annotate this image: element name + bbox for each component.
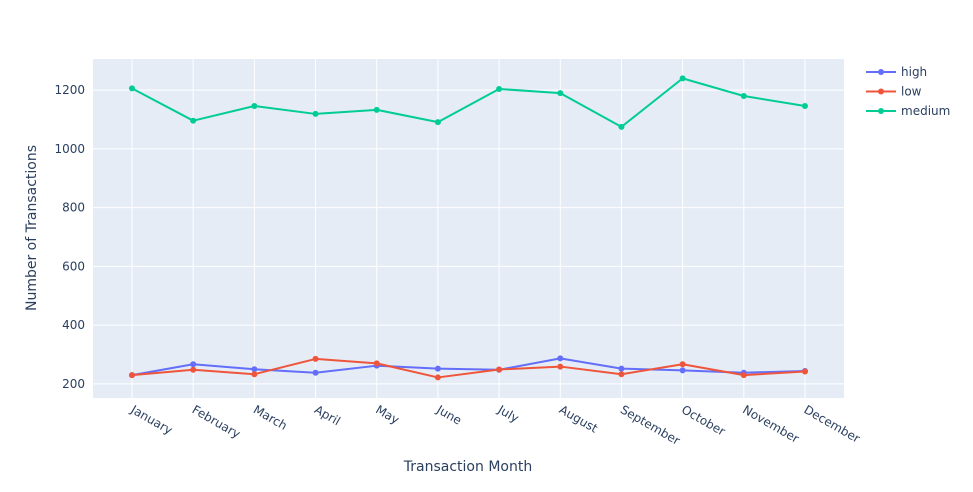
plot-area xyxy=(93,59,844,398)
x-tick-label: March xyxy=(251,402,290,432)
y-tick-label: 600 xyxy=(62,259,85,273)
data-point-low xyxy=(434,374,441,381)
series-low xyxy=(129,355,808,381)
series-line-medium xyxy=(131,77,806,128)
y-tick-label: 200 xyxy=(62,377,85,391)
x-tick-label: October xyxy=(679,402,728,438)
x-gridlines xyxy=(131,59,806,398)
x-tick-label: December xyxy=(801,402,862,445)
data-point-high xyxy=(312,369,319,376)
legend: high low medium xyxy=(866,65,950,118)
data-point-low xyxy=(740,372,747,379)
y-tick-labels: 200 400 600 800 1000 1200 xyxy=(54,83,85,391)
data-point-medium xyxy=(251,103,258,110)
x-tick-label: April xyxy=(312,402,343,428)
x-tick-label: September xyxy=(618,402,682,447)
x-tick-label: January xyxy=(128,402,175,437)
legend-label: low xyxy=(901,85,922,99)
x-tick-label: August xyxy=(557,402,601,435)
data-point-medium xyxy=(434,119,441,126)
data-point-medium xyxy=(679,75,686,82)
legend-item-low[interactable]: low xyxy=(866,85,922,99)
data-point-medium xyxy=(312,110,319,117)
legend-item-medium[interactable]: medium xyxy=(866,104,950,118)
x-tick-label: May xyxy=(373,402,401,427)
data-point-medium xyxy=(740,93,747,100)
data-point-low xyxy=(557,363,564,370)
data-point-medium xyxy=(373,106,380,113)
data-point-low xyxy=(190,366,197,373)
y-tick-label: 800 xyxy=(62,201,85,215)
data-point-high xyxy=(434,365,441,372)
data-point-medium xyxy=(129,85,135,92)
x-tick-labels: January February March April May June July Augu… xyxy=(128,402,863,448)
data-point-low xyxy=(679,361,686,368)
data-point-low xyxy=(801,368,808,375)
data-point-low xyxy=(496,366,503,373)
data-point-high xyxy=(618,365,625,372)
data-point-low xyxy=(373,360,380,367)
data-point-low xyxy=(618,371,625,378)
data-point-low xyxy=(312,355,319,362)
x-tick-label: June xyxy=(434,402,465,428)
legend-swatch-marker xyxy=(878,88,884,95)
legend-item-high[interactable]: high xyxy=(866,65,927,79)
data-point-high xyxy=(557,355,564,362)
x-axis-title: Transaction Month xyxy=(403,459,532,475)
legend-label: high xyxy=(901,65,927,79)
x-tick-label: November xyxy=(740,402,801,445)
data-point-low xyxy=(129,372,135,379)
x-tick-label: July xyxy=(495,402,522,425)
data-point-medium xyxy=(618,123,625,130)
series-layer xyxy=(129,75,808,381)
data-point-medium xyxy=(496,85,503,92)
series-line-high xyxy=(131,357,806,377)
data-point-high xyxy=(251,366,258,373)
data-point-medium xyxy=(557,90,564,97)
x-tick-label: February xyxy=(190,402,243,441)
legend-label: medium xyxy=(901,104,950,118)
legend-swatch-marker xyxy=(878,69,884,75)
series-medium xyxy=(129,75,808,130)
series-line-low xyxy=(131,357,806,379)
y-gridlines xyxy=(93,89,844,385)
data-point-high xyxy=(190,361,197,368)
data-point-medium xyxy=(190,117,197,124)
y-axis-title: Number of Transactions xyxy=(24,145,40,311)
y-tick-label: 1200 xyxy=(54,83,85,97)
data-point-low xyxy=(251,371,258,378)
data-point-high xyxy=(679,367,686,374)
y-tick-label: 400 xyxy=(62,318,85,332)
data-point-medium xyxy=(801,103,808,110)
y-tick-label: 1000 xyxy=(54,142,85,156)
legend-swatch-marker xyxy=(878,108,884,114)
